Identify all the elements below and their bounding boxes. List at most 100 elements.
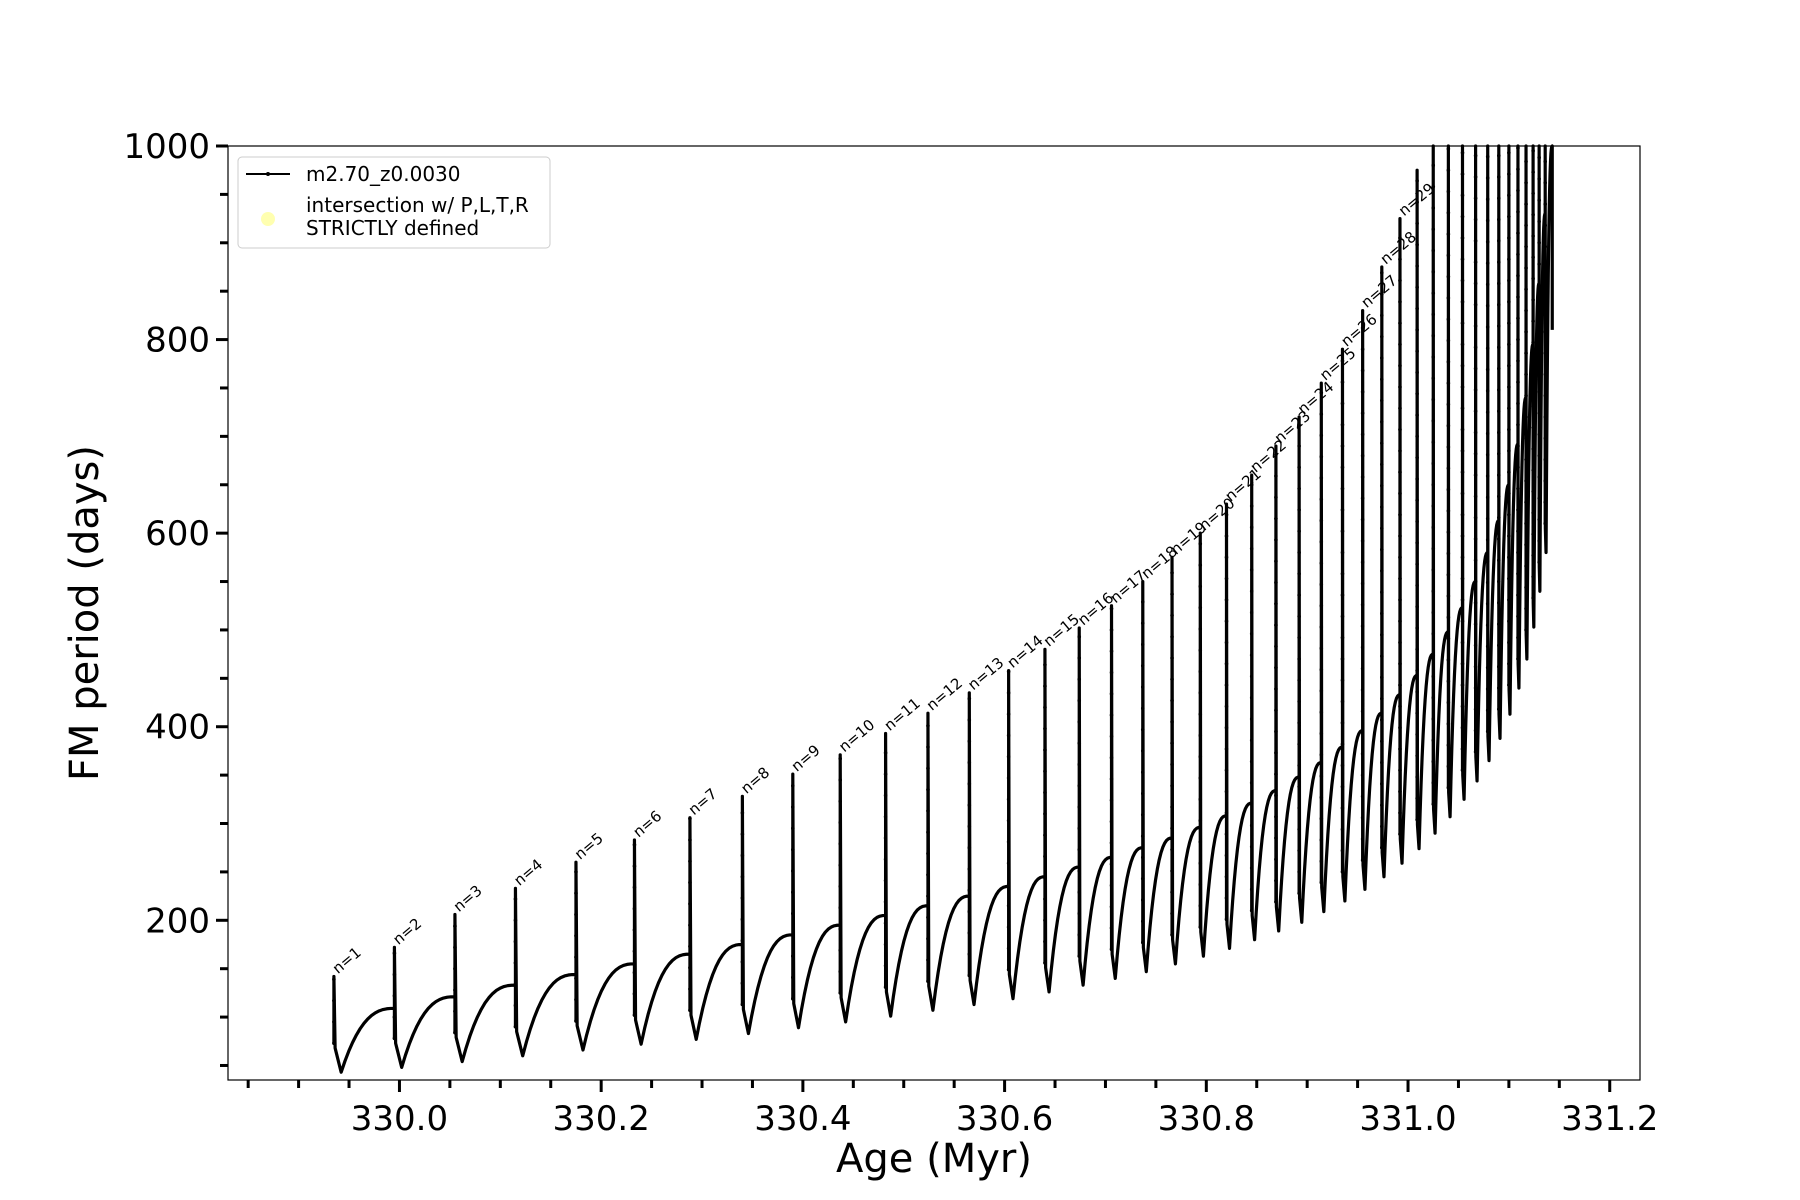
- data-point: [1297, 593, 1301, 597]
- data-point: [1497, 537, 1501, 541]
- data-point: [1249, 610, 1254, 615]
- data-point: [967, 739, 972, 744]
- data-point: [967, 867, 972, 871]
- data-point: [1507, 214, 1511, 219]
- data-point: [1170, 783, 1174, 788]
- data-point: [1319, 391, 1324, 395]
- data-point: [1319, 880, 1324, 885]
- data-point: [688, 1008, 692, 1013]
- data-point: [1446, 168, 1451, 172]
- data-point: [1485, 410, 1490, 414]
- data-point: [1543, 308, 1547, 313]
- data-point: [838, 756, 842, 761]
- data-point: [1431, 206, 1436, 210]
- data-point: [1043, 918, 1047, 923]
- data-point: [1297, 806, 1301, 810]
- data-point: [1224, 512, 1229, 517]
- data-point: [1249, 482, 1254, 487]
- data-point: [1006, 797, 1011, 802]
- data-point: [1198, 669, 1203, 674]
- data-point: [1485, 516, 1490, 521]
- data-point: [1507, 598, 1511, 602]
- data-point: [1415, 775, 1419, 779]
- data-point: [1543, 159, 1547, 164]
- data-point: [1415, 668, 1419, 673]
- data-point: [1507, 640, 1511, 645]
- data-point: [574, 870, 578, 874]
- data-point: [1431, 546, 1436, 551]
- data-point: [1497, 324, 1501, 328]
- data-point: [1415, 200, 1419, 204]
- data-point: [1543, 266, 1547, 270]
- data-point: [1460, 725, 1465, 730]
- data-point: [1531, 255, 1535, 260]
- x-tick-label: 331.0: [1359, 1099, 1456, 1139]
- data-point: [1360, 581, 1365, 586]
- data-point: [1249, 802, 1254, 806]
- data-point: [1170, 613, 1174, 618]
- data-point: [1531, 149, 1535, 153]
- data-point: [574, 955, 578, 959]
- data-point: [513, 982, 518, 986]
- data-point: [1497, 707, 1501, 712]
- data-point: [1340, 486, 1345, 491]
- plot-area: [227, 145, 1641, 1081]
- data-point: [1043, 812, 1047, 816]
- data-point: [1340, 848, 1345, 853]
- data-point: [1340, 529, 1345, 534]
- y-axis-title: FM period (days): [62, 445, 108, 781]
- data-point: [740, 853, 745, 858]
- data-point: [1543, 521, 1547, 526]
- data-point: [926, 936, 930, 941]
- data-point: [1077, 954, 1082, 958]
- data-point: [1360, 432, 1365, 437]
- data-point: [1140, 940, 1145, 945]
- data-point: [1006, 669, 1011, 674]
- data-point: [1431, 781, 1436, 785]
- data-point: [1360, 453, 1365, 458]
- data-point: [1431, 291, 1436, 295]
- data-point: [1485, 261, 1490, 265]
- data-point: [1274, 729, 1278, 734]
- data-point: [1446, 615, 1451, 620]
- data-point: [1170, 571, 1174, 575]
- data-point: [838, 884, 842, 889]
- data-point: [1198, 882, 1203, 887]
- data-point: [1340, 699, 1345, 704]
- data-point: [1473, 728, 1478, 733]
- data-point: [1415, 179, 1419, 183]
- data-point: [967, 931, 972, 935]
- data-point: [1380, 462, 1384, 467]
- data-point: [1249, 632, 1254, 636]
- legend-line-dot: [266, 172, 270, 176]
- data-point: [1006, 818, 1011, 823]
- data-point: [791, 975, 795, 980]
- data-point: [1170, 592, 1174, 596]
- x-tick-label: 330.8: [1158, 1099, 1255, 1139]
- data-point: [1507, 172, 1511, 176]
- data-point: [1415, 242, 1419, 247]
- data-point: [1537, 283, 1541, 288]
- data-point: [926, 809, 930, 813]
- data-point: [791, 911, 795, 916]
- data-point: [1460, 491, 1465, 496]
- data-point: [1446, 509, 1451, 513]
- data-point: [453, 988, 457, 992]
- data-point: [1473, 579, 1478, 584]
- data-point: [1524, 351, 1528, 355]
- data-point: [1485, 346, 1490, 351]
- data-point: [1524, 564, 1528, 568]
- data-point: [1297, 784, 1301, 789]
- data-point: [1249, 717, 1254, 721]
- data-point: [1398, 704, 1402, 709]
- data-point: [1473, 324, 1478, 328]
- data-point: [1485, 559, 1490, 564]
- data-point: [1507, 236, 1511, 240]
- data-point: [1170, 826, 1174, 831]
- data-point: [1109, 649, 1114, 654]
- data-point: [1274, 878, 1278, 883]
- data-point: [1360, 560, 1365, 564]
- data-point: [1198, 584, 1203, 589]
- data-point: [1497, 153, 1501, 158]
- data-point: [1460, 449, 1465, 453]
